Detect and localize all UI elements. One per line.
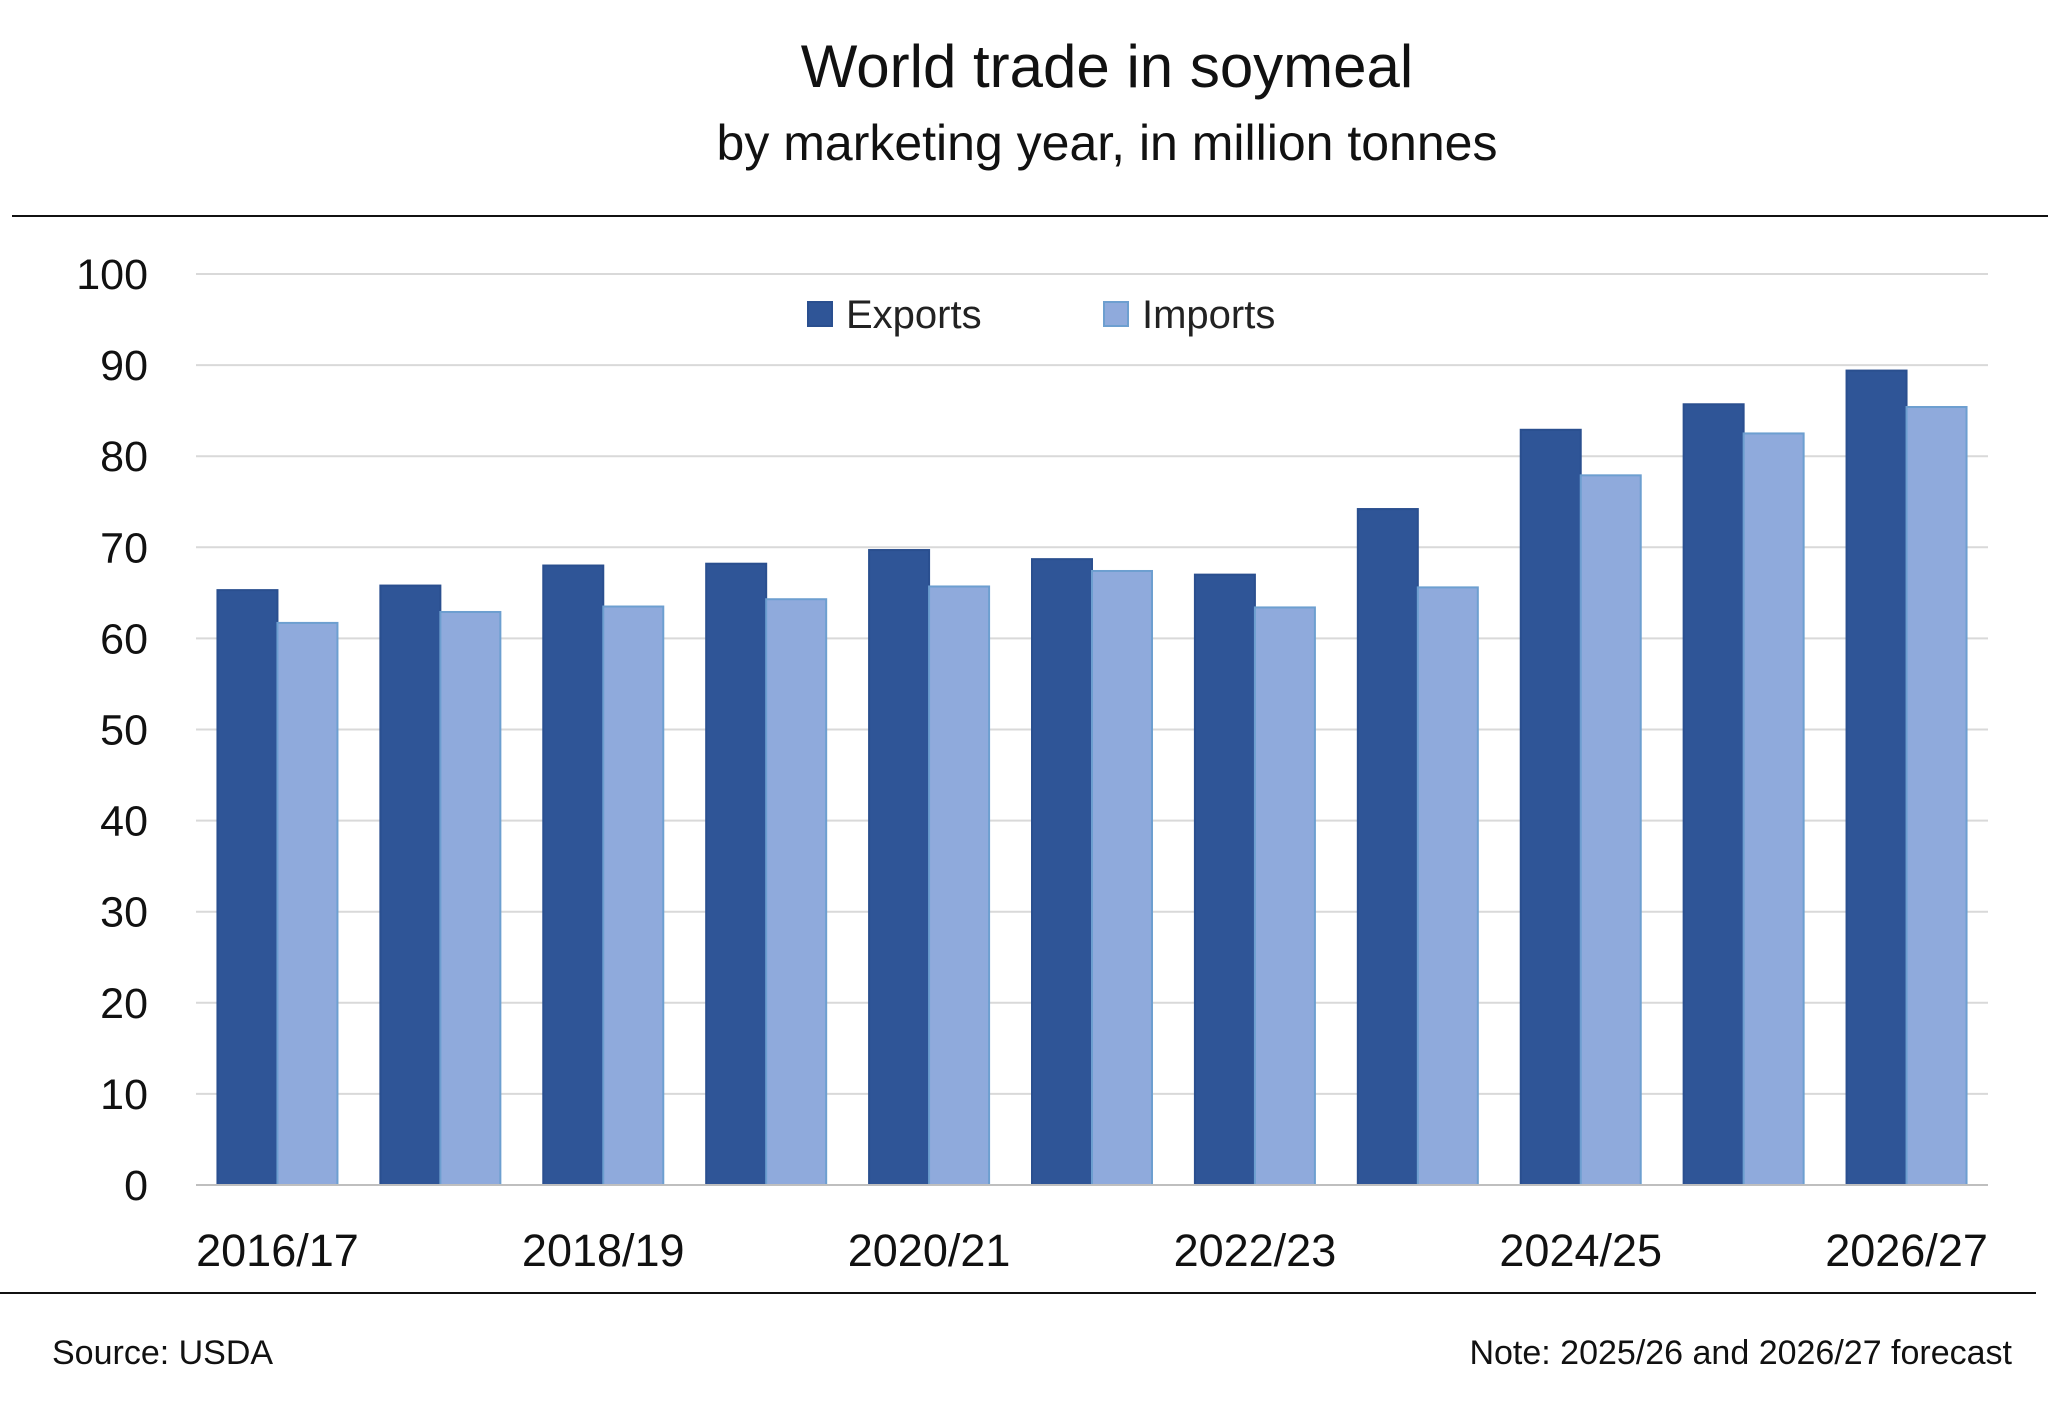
bar-imports-2019-20 <box>765 598 828 1186</box>
bar-imports-2022-23 <box>1253 606 1316 1186</box>
bar-imports-2017-18 <box>439 610 502 1186</box>
x-tick-label: 2022/23 <box>1174 1225 1337 1276</box>
y-tick-label: 30 <box>100 889 148 937</box>
x-tick-label: 2016/17 <box>196 1225 359 1276</box>
y-tick-label: 20 <box>100 980 148 1028</box>
bar-exports-2023-24 <box>1356 508 1419 1186</box>
legend-label-exports: Exports <box>846 293 982 337</box>
y-tick-label: 40 <box>100 798 148 846</box>
y-axis-ticks: 0 10 20 30 40 50 60 70 80 90 100 <box>76 251 148 1210</box>
y-tick-label: 70 <box>100 524 148 572</box>
legend-swatch-exports <box>807 301 833 327</box>
legend: Exports Imports <box>807 293 1275 337</box>
bar-imports-2025-26 <box>1742 432 1805 1186</box>
bar-exports-2022-23 <box>1193 573 1256 1186</box>
bar-exports-2017-18 <box>379 584 442 1186</box>
bar-exports-2021-22 <box>1031 558 1093 1186</box>
y-tick-label: 90 <box>100 342 148 390</box>
forecast-note: Note: 2025/26 and 2026/27 forecast <box>1469 1334 2012 1372</box>
bar-exports-2016-17 <box>216 589 279 1186</box>
y-tick-label: 0 <box>124 1162 148 1210</box>
legend-label-imports: Imports <box>1142 293 1275 337</box>
x-tick-label: 2026/27 <box>1825 1225 1988 1276</box>
bars <box>196 369 1988 1187</box>
bar-imports-2016-17 <box>276 621 339 1186</box>
y-tick-label: 100 <box>76 251 148 299</box>
bar-exports-2019-20 <box>705 562 768 1186</box>
x-axis-ticks: 2016/17 2018/19 2020/21 2022/23 2024/25 2026/… <box>196 1225 1988 1276</box>
bar-exports-2025-26 <box>1682 403 1745 1186</box>
y-tick-label: 80 <box>100 433 148 481</box>
bar-exports-2018-19 <box>542 564 605 1186</box>
bar-exports-2024-25 <box>1519 428 1582 1186</box>
bar-exports-2026-27 <box>1845 369 1908 1187</box>
chart-title: World trade in soymeal <box>801 33 1413 100</box>
x-tick-label: 2018/19 <box>522 1225 685 1276</box>
bar-imports-2021-22 <box>1091 569 1153 1186</box>
source-note: Source: USDA <box>52 1334 273 1372</box>
y-tick-label: 60 <box>100 615 148 663</box>
y-tick-label: 50 <box>100 707 148 755</box>
bar-imports-2023-24 <box>1416 586 1479 1186</box>
bar-imports-2026-27 <box>1905 406 1968 1187</box>
bar-exports-2020-21 <box>868 549 931 1186</box>
x-tick-label: 2024/25 <box>1499 1225 1662 1276</box>
x-tick-label: 2020/21 <box>848 1225 1011 1276</box>
y-tick-label: 10 <box>100 1071 148 1119</box>
bar-imports-2020-21 <box>928 585 991 1186</box>
legend-swatch-imports <box>1103 301 1129 327</box>
bar-imports-2018-19 <box>602 605 665 1186</box>
bar-imports-2024-25 <box>1579 474 1642 1186</box>
chart-subtitle: by marketing year, in million tonnes <box>717 115 1498 171</box>
